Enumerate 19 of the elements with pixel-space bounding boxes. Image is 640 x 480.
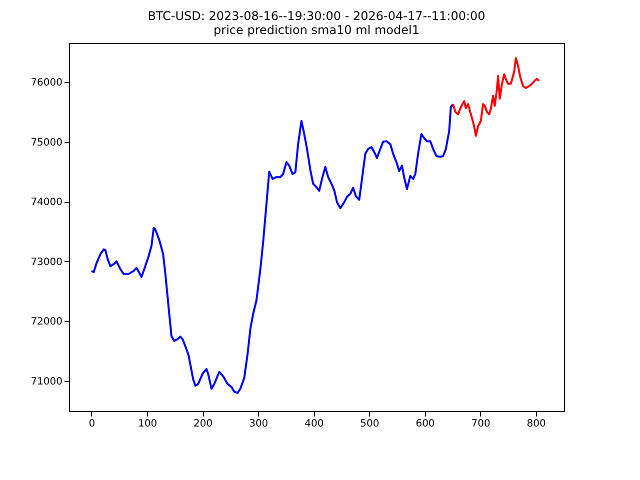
line-series <box>452 57 540 137</box>
x-tick-label: 500 <box>360 418 380 430</box>
x-tick-label: 0 <box>88 418 96 430</box>
x-tick-label: 800 <box>526 418 546 430</box>
x-tick-label: 700 <box>471 418 490 430</box>
y-tick-label: 75000 <box>30 137 62 148</box>
y-tick-label: 74000 <box>30 197 62 208</box>
line-series <box>90 103 454 394</box>
chart-subtitle: price prediction sma10 ml model1 <box>214 23 420 37</box>
x-tick-label: 400 <box>304 418 324 430</box>
y-tick-label: 71000 <box>30 376 62 388</box>
y-tick-label: 76000 <box>30 77 62 88</box>
x-tick-label: 200 <box>194 418 213 430</box>
y-tick-label: 73000 <box>30 256 62 268</box>
chart-title: BTC-USD: 2023-08-16--19:30:00 - 2026-04-17--11:00:00 <box>148 9 486 23</box>
x-tick-label: 300 <box>249 418 268 430</box>
x-tick-label: 600 <box>416 418 435 430</box>
y-tick-label: 72000 <box>30 316 62 328</box>
x-tick-label: 100 <box>138 418 158 430</box>
